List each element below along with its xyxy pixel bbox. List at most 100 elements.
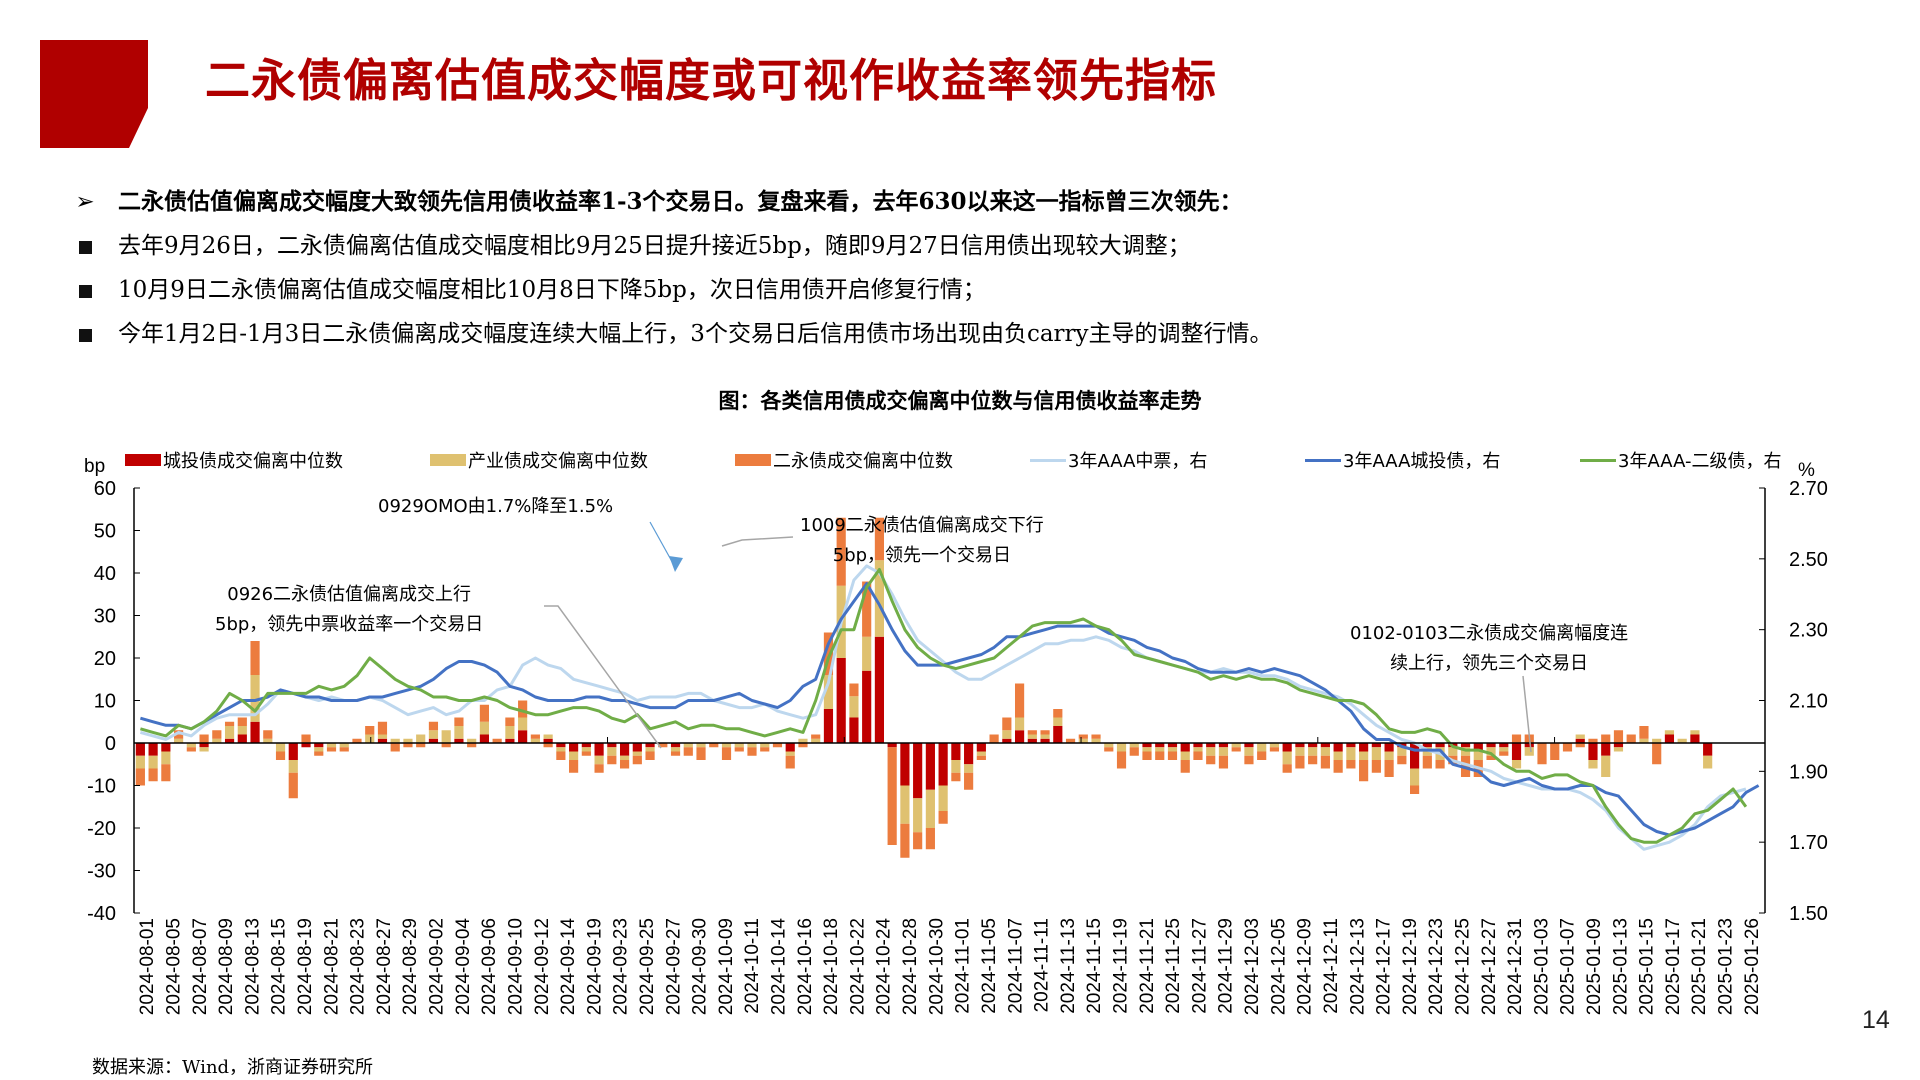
- x-tick-label: 2025-01-07: [1558, 918, 1579, 1015]
- x-tick-label: 2024-12-23: [1426, 918, 1447, 1015]
- y-tick-label: -10: [87, 776, 116, 798]
- bar-segment: [1448, 747, 1458, 756]
- x-tick-label: 2024-08-07: [190, 918, 211, 1015]
- bar-segment: [199, 743, 209, 748]
- annotation-omo-cut: 0929OMO由1.7%降至1.5%: [378, 496, 614, 517]
- x-tick-label: 2024-12-19: [1400, 918, 1421, 1015]
- bar-segment: [849, 683, 859, 697]
- y-tick-label: 0: [105, 733, 116, 755]
- bar-segment: [1091, 734, 1101, 739]
- bar-segment: [428, 738, 439, 743]
- bar-segment: [900, 785, 910, 824]
- bar-segment: [479, 704, 489, 722]
- bar-segment: [1091, 738, 1101, 743]
- legend-label: 产业债成交偏离中位数: [468, 451, 648, 472]
- bar-segment: [1193, 747, 1203, 752]
- bar-segment: [862, 581, 872, 637]
- bar-segment: [1320, 747, 1330, 756]
- bar-segment: [1129, 747, 1139, 756]
- bar-segment: [1116, 743, 1127, 752]
- bar-segment: [1652, 743, 1662, 765]
- y-right-tick-label: 1.70: [1789, 832, 1828, 854]
- bar-segment: [683, 747, 693, 756]
- bar-segment: [1562, 743, 1573, 752]
- x-tick-label: 2024-09-10: [505, 918, 526, 1015]
- bar-segment: [1601, 755, 1611, 777]
- bar-segment: [454, 726, 464, 739]
- bar-segment: [428, 730, 439, 739]
- right-axis-unit: %: [1798, 460, 1815, 481]
- bar-segment: [632, 743, 642, 752]
- y-tick-label: 20: [94, 648, 116, 670]
- bar-segment: [594, 755, 604, 765]
- bar-segment: [1626, 734, 1636, 743]
- bar-segment: [1180, 751, 1190, 760]
- bar-segment: [403, 738, 413, 743]
- x-tick-label: 2024-08-05: [163, 918, 184, 1015]
- bar-segment: [1460, 743, 1471, 748]
- bullet-list: ➢ 二永债估值偏离成交幅度大致领先信用债收益率1-3个交易日。复盘来看，去年63…: [72, 180, 1872, 356]
- bar-segment: [174, 738, 184, 743]
- bar-segment: [683, 743, 693, 748]
- bar-segment: [887, 743, 897, 748]
- bar-segment: [1155, 747, 1165, 752]
- bar-segment: [161, 743, 171, 752]
- x-tick-label: 2024-12-31: [1505, 918, 1526, 1015]
- square-bullet-icon: [72, 268, 98, 312]
- bar-segment: [1040, 730, 1050, 735]
- arrow-head-icon: [669, 556, 683, 572]
- bar-segment: [1231, 743, 1241, 748]
- bar-segment: [556, 747, 566, 752]
- bar-segment: [976, 755, 986, 760]
- legend-item-mtn-line: 3年AAA中票，右: [1030, 447, 1207, 473]
- bar-segment: [505, 738, 515, 743]
- legend-label: 3年AAA城投债，右: [1343, 451, 1501, 472]
- bar-segment: [772, 743, 783, 748]
- bar-segment: [619, 760, 630, 769]
- legend-label: 城投债成交偏离中位数: [163, 451, 343, 472]
- bar-segment: [1244, 755, 1254, 765]
- bar-segment: [1244, 747, 1254, 756]
- bar-segment: [1601, 743, 1611, 756]
- x-tick-label: 2024-12-05: [1268, 918, 1289, 1015]
- arrow-bullet-icon: ➢: [75, 189, 95, 215]
- bar-segment: [734, 747, 744, 752]
- bar-segment: [212, 738, 222, 743]
- bar-segment: [186, 743, 196, 748]
- bar-segment: [900, 743, 910, 786]
- bar-segment: [1078, 738, 1088, 743]
- bar-segment: [1511, 743, 1522, 760]
- bar-segment: [925, 828, 935, 850]
- bar-segment: [1690, 734, 1700, 743]
- bar-segment: [1295, 755, 1305, 769]
- x-tick-label: 2024-11-11: [1032, 918, 1053, 1012]
- bar-segment: [1499, 751, 1509, 756]
- y-tick-label: 30: [94, 606, 116, 628]
- legend-swatch-icon: [735, 454, 771, 466]
- bar-segment: [326, 747, 337, 752]
- bar-segment: [352, 738, 362, 743]
- legend-swatch-icon: [430, 454, 466, 466]
- bar-segment: [913, 798, 923, 833]
- bar-segment: [1537, 743, 1547, 765]
- bar-segment: [1601, 734, 1611, 743]
- x-tick-label: 2024-12-25: [1452, 918, 1473, 1015]
- bar-segment: [365, 726, 375, 735]
- x-tick-label: 2024-12-03: [1242, 918, 1263, 1015]
- bar-segment: [1206, 743, 1216, 748]
- bar-segment: [1664, 734, 1675, 743]
- bar-segment: [1104, 743, 1114, 748]
- bar-segment: [1652, 738, 1662, 743]
- bar-segment: [199, 747, 209, 752]
- bar-segment: [1320, 743, 1330, 748]
- bar-segment: [1053, 709, 1063, 718]
- bar-segment: [1613, 747, 1624, 752]
- bar-segment: [1282, 764, 1292, 773]
- bar-segment: [148, 755, 158, 769]
- bar-segment: [186, 747, 196, 752]
- x-tick-label: 2024-12-17: [1374, 918, 1395, 1015]
- bar-segment: [1384, 760, 1394, 777]
- bullet-text: 10月9日二永债偏离估值成交幅度相比10月8日下降5bp，次日信用债开启修复行情…: [118, 277, 986, 303]
- bar-segment: [632, 751, 642, 756]
- bar-segment: [428, 721, 439, 731]
